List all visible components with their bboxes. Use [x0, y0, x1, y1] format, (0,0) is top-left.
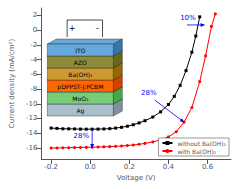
svg-text:-16: -16: [26, 144, 38, 152]
svg-text:-8: -8: [30, 85, 37, 93]
svg-text:pDPPST-J:PCBM: pDPPST-J:PCBM: [57, 83, 103, 91]
svg-text:10%: 10%: [180, 14, 196, 22]
svg-text:-10: -10: [26, 100, 37, 108]
svg-text:Current density (mA/cm²): Current density (mA/cm²): [8, 39, 16, 129]
svg-text:0.2: 0.2: [124, 163, 135, 171]
svg-text:-0.2: -0.2: [44, 163, 58, 171]
svg-text:-14: -14: [26, 129, 38, 137]
svg-text:0.0: 0.0: [85, 163, 96, 171]
svg-text:AZO: AZO: [74, 59, 87, 66]
svg-text:+: +: [69, 24, 76, 33]
svg-text:-2: -2: [30, 41, 37, 49]
svg-text:2: 2: [33, 11, 37, 19]
svg-text:0.4: 0.4: [163, 163, 175, 171]
svg-text:0.6: 0.6: [202, 163, 214, 171]
svg-text:-4: -4: [30, 56, 38, 64]
svg-text:-: -: [96, 24, 99, 33]
svg-text:with Ba(OH)₂: with Ba(OH)₂: [177, 148, 216, 155]
svg-text:28%: 28%: [141, 89, 157, 97]
svg-text:0: 0: [33, 26, 37, 34]
svg-text:28%: 28%: [74, 132, 90, 140]
svg-text:without Ba(OH)₂: without Ba(OH)₂: [177, 140, 226, 147]
svg-text:-12: -12: [26, 114, 37, 122]
svg-text:ITO: ITO: [75, 47, 85, 54]
svg-text:-6: -6: [30, 70, 38, 78]
svg-text:Voltage (V): Voltage (V): [117, 174, 156, 182]
svg-text:Ba(OH)₂: Ba(OH)₂: [68, 71, 93, 78]
svg-text:Ag: Ag: [76, 107, 84, 115]
svg-text:MoO₃: MoO₃: [72, 95, 89, 102]
